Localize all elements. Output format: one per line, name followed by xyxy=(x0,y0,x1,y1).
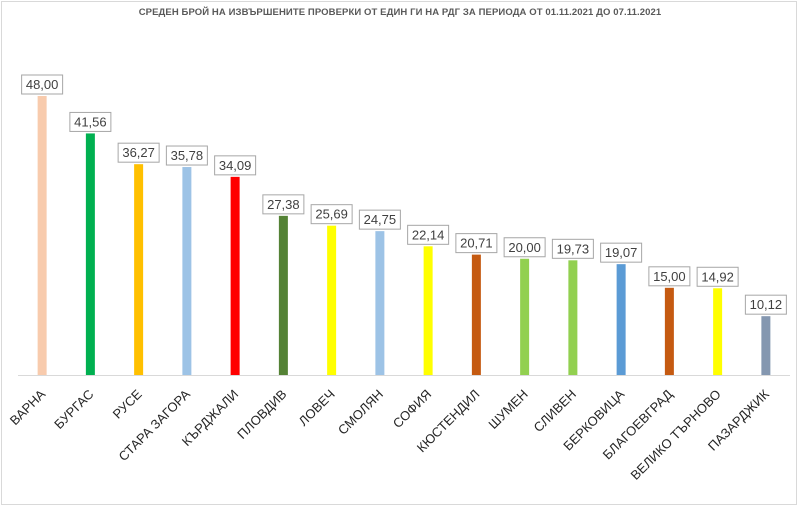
data-label: 41,56 xyxy=(69,111,112,132)
category-label: ПЛОВДИВ xyxy=(234,387,289,442)
bar xyxy=(568,260,578,375)
data-label: 15,00 xyxy=(648,266,691,287)
bar xyxy=(278,215,288,375)
data-label: 14,92 xyxy=(696,266,739,287)
svg-text:41,56: 41,56 xyxy=(74,114,107,129)
bar xyxy=(761,316,771,375)
data-label: 10,12 xyxy=(744,294,787,315)
data-label: 22,14 xyxy=(407,224,450,245)
data-label: 24,75 xyxy=(358,209,401,230)
bar xyxy=(616,264,626,375)
bar xyxy=(520,258,530,375)
bar xyxy=(713,288,723,375)
data-label: 25,69 xyxy=(310,204,353,225)
category-label: СЛИВЕН xyxy=(531,387,579,435)
svg-text:27,38: 27,38 xyxy=(267,197,300,212)
svg-text:19,73: 19,73 xyxy=(557,241,590,256)
data-label: 19,73 xyxy=(551,238,594,259)
category-label: СОФИЯ xyxy=(390,387,434,431)
svg-text:22,14: 22,14 xyxy=(412,227,445,242)
bar xyxy=(664,287,674,375)
svg-text:14,92: 14,92 xyxy=(701,269,734,284)
category-label: ШУМЕН xyxy=(485,387,530,432)
data-label: 20,00 xyxy=(503,237,546,258)
category-label: РУСЕ xyxy=(110,386,145,421)
category-label: СМОЛЯН xyxy=(335,387,386,438)
bar xyxy=(471,254,481,375)
data-label: 48,00 xyxy=(21,74,64,95)
data-label: 36,27 xyxy=(117,142,160,163)
svg-text:35,78: 35,78 xyxy=(171,148,204,163)
svg-text:19,07: 19,07 xyxy=(605,245,638,260)
data-label: 27,38 xyxy=(262,194,305,215)
data-label: 19,07 xyxy=(600,242,643,263)
data-label: 20,71 xyxy=(455,233,498,254)
bar xyxy=(230,176,240,375)
bar xyxy=(182,167,192,375)
category-label: ВЕЛИКО ТЪРНОВО xyxy=(627,387,723,483)
bar xyxy=(37,96,47,375)
data-label: 35,78 xyxy=(165,145,208,166)
category-label: ВАРНА xyxy=(7,386,49,428)
svg-text:20,00: 20,00 xyxy=(508,240,541,255)
data-label: 34,09 xyxy=(214,155,257,176)
svg-text:10,12: 10,12 xyxy=(750,297,783,312)
bar xyxy=(134,164,144,375)
chart-title: СРЕДЕН БРОЙ НА ИЗВЪРШЕНИТЕ ПРОВЕРКИ ОТ Е… xyxy=(138,7,662,18)
svg-text:34,09: 34,09 xyxy=(219,158,252,173)
svg-text:15,00: 15,00 xyxy=(653,269,686,284)
category-label: ЛОВЕЧ xyxy=(296,387,338,429)
svg-text:20,71: 20,71 xyxy=(460,236,493,251)
bar xyxy=(85,133,95,375)
svg-text:48,00: 48,00 xyxy=(26,77,59,92)
svg-text:24,75: 24,75 xyxy=(364,212,397,227)
category-label: БУРГАС xyxy=(51,387,96,432)
svg-text:25,69: 25,69 xyxy=(315,207,348,222)
svg-text:36,27: 36,27 xyxy=(122,145,155,160)
bar xyxy=(327,225,337,375)
bar xyxy=(423,246,433,375)
bar xyxy=(375,231,385,375)
